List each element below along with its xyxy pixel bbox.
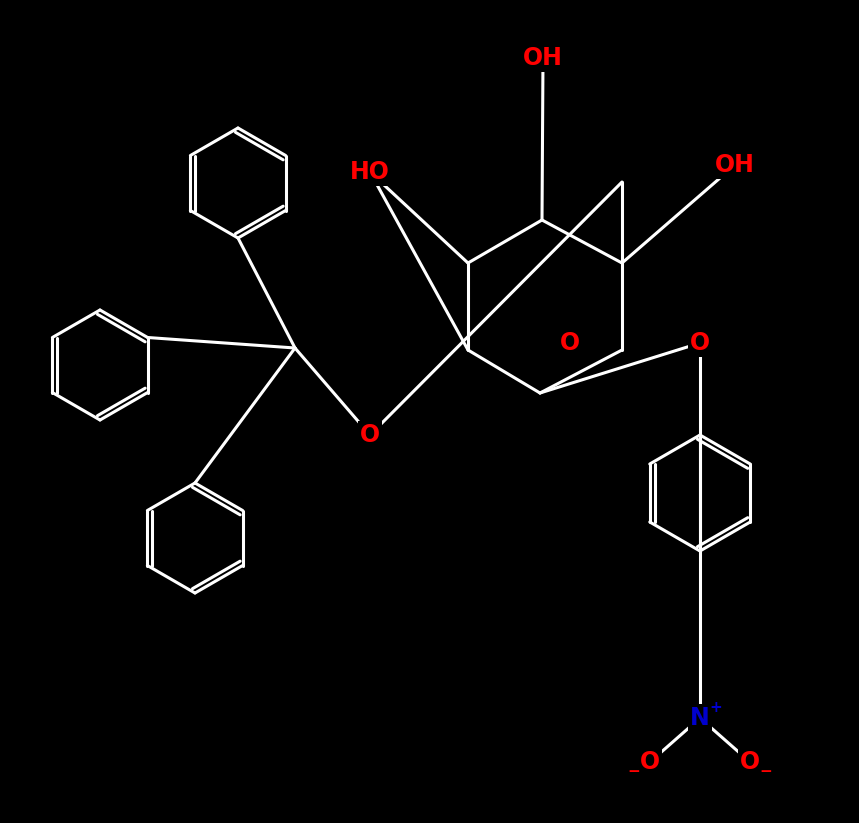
Text: OH: OH <box>715 153 755 177</box>
Text: O: O <box>740 750 760 774</box>
Text: O: O <box>640 750 660 774</box>
Text: HO: HO <box>350 160 390 184</box>
Text: N: N <box>690 706 710 730</box>
Text: +: + <box>710 700 722 715</box>
Text: O: O <box>560 331 580 355</box>
Text: O: O <box>690 331 710 355</box>
Text: −: − <box>759 765 772 779</box>
Text: O: O <box>360 423 380 447</box>
Text: OH: OH <box>523 46 563 70</box>
Text: −: − <box>628 765 640 779</box>
